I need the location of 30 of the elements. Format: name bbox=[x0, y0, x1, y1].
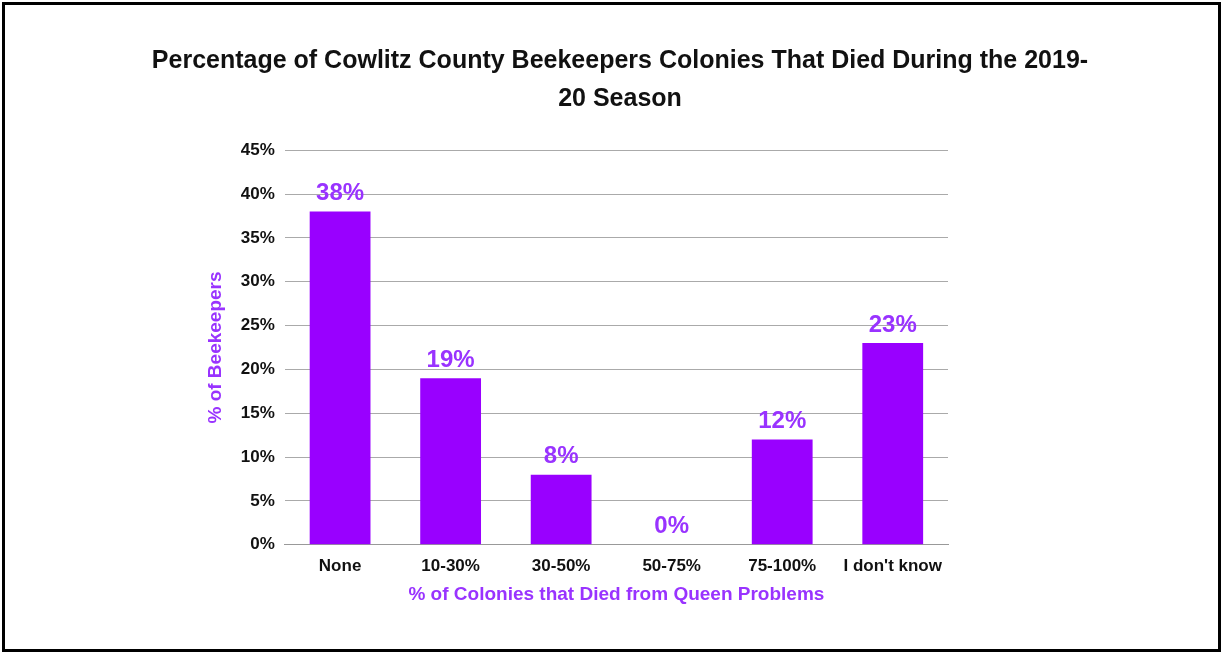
x-tick-label: I don't know bbox=[843, 555, 943, 575]
data-label: 19% bbox=[426, 344, 475, 372]
x-tick-label: None bbox=[318, 555, 362, 575]
bar bbox=[751, 439, 813, 545]
bar bbox=[309, 211, 371, 545]
y-tick-label: 20% bbox=[240, 359, 275, 379]
bar bbox=[530, 474, 592, 545]
y-tick-label: 30% bbox=[240, 271, 275, 291]
y-tick-label: 40% bbox=[240, 183, 275, 203]
y-tick-label: 5% bbox=[250, 490, 275, 510]
x-tick-label: 75-100% bbox=[748, 555, 817, 575]
chart-title: Percentage of Cowlitz County Beekeepers Colonies That Died During the 2019-20 Season bbox=[150, 44, 1090, 113]
y-axis-title: % of Beekeepers bbox=[203, 271, 225, 424]
data-label: 0% bbox=[654, 511, 690, 539]
bar bbox=[862, 343, 924, 545]
y-tick-label: 10% bbox=[240, 446, 275, 466]
data-label: 23% bbox=[868, 309, 917, 337]
x-tick-label: 10-30% bbox=[421, 555, 480, 575]
x-axis-title: % of Colonies that Died from Queen Problems bbox=[408, 582, 825, 604]
y-tick-label: 0% bbox=[250, 534, 275, 554]
bar bbox=[420, 378, 482, 545]
y-tick-label: 25% bbox=[240, 315, 275, 335]
y-tick-label: 45% bbox=[240, 139, 275, 159]
x-tick-label: 30-50% bbox=[531, 555, 591, 575]
data-label: 38% bbox=[316, 178, 365, 206]
data-label: 8% bbox=[543, 441, 579, 469]
x-tick-label: 50-75% bbox=[642, 555, 701, 575]
y-tick-label: 15% bbox=[240, 402, 275, 422]
data-label: 12% bbox=[758, 406, 807, 434]
y-tick-label: 35% bbox=[240, 227, 275, 247]
